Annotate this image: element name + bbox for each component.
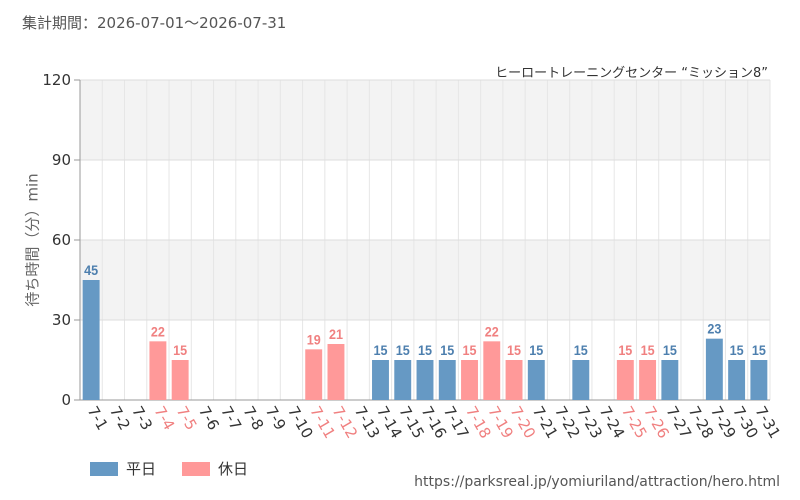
bar	[505, 360, 523, 400]
plot-band	[80, 80, 770, 160]
period-label: 集計期間：2026-07-01～2026-07-31	[22, 14, 287, 32]
bar	[394, 360, 412, 400]
bar-value-label: 15	[440, 342, 454, 358]
x-tick-label: 7-4	[150, 403, 178, 433]
bar-value-label: 19	[307, 331, 321, 347]
y-tick-label: 60	[52, 231, 71, 249]
plot-band	[80, 160, 770, 240]
bar-value-label: 15	[418, 342, 432, 358]
bar-value-label: 22	[485, 323, 499, 339]
x-tick-label: 7-3	[128, 403, 156, 433]
bar-value-label: 21	[329, 326, 343, 342]
x-tick-label: 7-1	[84, 403, 112, 433]
y-tick-label: 0	[61, 391, 71, 409]
bar	[438, 360, 456, 400]
bar	[372, 360, 389, 400]
bar-value-label: 15	[641, 342, 655, 358]
bar	[705, 338, 723, 400]
bar	[661, 360, 679, 400]
source-url[interactable]: https://parksreal.jp/yomiuriland/attract…	[414, 474, 780, 490]
chart-title: ヒーロートレーニングセンター “ミッション8”	[495, 66, 768, 81]
bar	[527, 360, 545, 400]
bar	[82, 280, 100, 400]
bar	[305, 349, 323, 400]
legend-swatch-holiday	[182, 461, 211, 476]
bar-value-label: 15	[663, 342, 677, 358]
bar-value-label: 15	[574, 342, 588, 358]
bar	[616, 360, 634, 400]
x-tick-label: 7-8	[239, 403, 267, 433]
legend-label-weekday: 平日	[126, 460, 157, 478]
y-tick-label: 30	[52, 311, 71, 329]
bar	[728, 360, 746, 400]
bar	[149, 341, 167, 400]
bar	[327, 344, 345, 400]
x-tick-label: 7-7	[217, 403, 245, 433]
bar	[483, 341, 501, 400]
bar-value-label: 15	[507, 342, 521, 358]
x-tick-label: 7-9	[262, 403, 290, 433]
bar	[572, 360, 590, 400]
bar-value-label: 15	[529, 342, 543, 358]
y-tick-label: 90	[52, 151, 71, 169]
bar-value-label: 15	[463, 342, 477, 358]
bar-value-label: 23	[707, 321, 721, 337]
bar-value-label: 15	[173, 342, 187, 358]
bar-value-label: 15	[618, 342, 632, 358]
legend-item-holiday: 休日	[182, 458, 248, 479]
bar-value-label: 45	[84, 262, 98, 278]
bar	[750, 360, 768, 400]
bar	[639, 360, 657, 400]
bar-value-label: 15	[730, 342, 744, 358]
legend-item-weekday: 平日	[90, 458, 156, 479]
bar-value-label: 15	[752, 342, 766, 358]
x-tick-label: 7-5	[173, 403, 201, 433]
x-tick-label: 7-6	[195, 403, 223, 433]
bar-chart: 0 30 60 90 120 45 7-17-27-3 22 7-4 15 7-57-67-77-8…	[42, 71, 784, 441]
bar-value-label: 15	[396, 342, 410, 358]
bar-value-label: 22	[151, 323, 165, 339]
legend-swatch-weekday	[90, 461, 118, 476]
legend: 平日 休日	[90, 458, 248, 479]
x-tick-label: 7-2	[106, 403, 134, 433]
legend-label-holiday: 休日	[218, 460, 249, 478]
bar	[461, 360, 478, 400]
plot-band	[80, 240, 770, 320]
y-tick-label: 120	[42, 71, 71, 89]
bar	[416, 360, 434, 400]
bar	[171, 360, 189, 400]
bar-value-label: 15	[373, 342, 387, 358]
